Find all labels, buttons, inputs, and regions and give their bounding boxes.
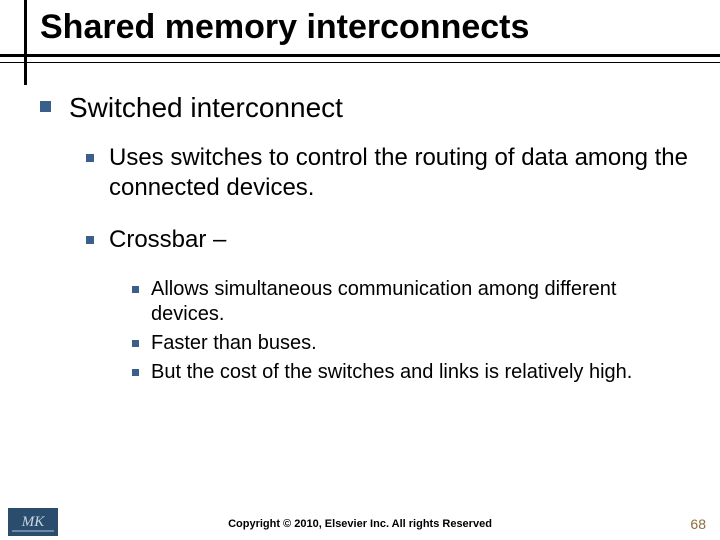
level1-text: Switched interconnect [69, 90, 343, 125]
content-area: Switched interconnect Uses switches to c… [40, 90, 690, 389]
square-bullet-icon [132, 369, 139, 376]
level3-text: But the cost of the switches and links i… [151, 360, 632, 385]
title-bar: Shared memory interconnects [40, 8, 700, 47]
page-number: 68 [690, 516, 706, 532]
copyright-text: Copyright © 2010, Elsevier Inc. All righ… [0, 518, 720, 530]
square-bullet-icon [132, 286, 139, 293]
square-bullet-icon [86, 236, 94, 244]
bullet-level3: Allows simultaneous communication among … [132, 277, 690, 327]
title-rule-thin [0, 62, 720, 63]
bullet-level1: Switched interconnect [40, 90, 690, 125]
level2-text: Uses switches to control the routing of … [109, 143, 690, 203]
bullet-level2: Uses switches to control the routing of … [86, 143, 690, 203]
title-rule-vertical [24, 0, 27, 85]
bullet-level2: Crossbar – [86, 225, 690, 255]
level3-text: Allows simultaneous communication among … [151, 277, 690, 327]
level3-text: Faster than buses. [151, 331, 317, 356]
title-rule-thick [0, 54, 720, 57]
slide: Shared memory interconnects Switched int… [0, 0, 720, 540]
bullet-level3: But the cost of the switches and links i… [132, 360, 690, 385]
footer: MK Copyright © 2010, Elsevier Inc. All r… [0, 506, 720, 540]
square-bullet-icon [86, 154, 94, 162]
square-bullet-icon [132, 340, 139, 347]
level2-text: Crossbar – [109, 225, 226, 255]
slide-title: Shared memory interconnects [40, 8, 700, 47]
bullet-level3: Faster than buses. [132, 331, 690, 356]
square-bullet-icon [40, 101, 51, 112]
